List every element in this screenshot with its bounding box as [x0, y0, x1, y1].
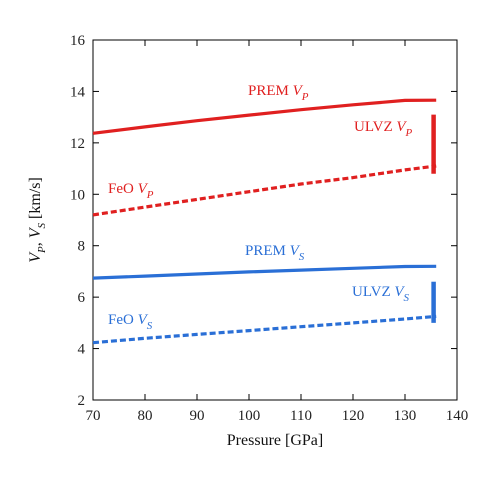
ticks-layer: 70 80 90 100 110 120 130 140 2 4 6 8 10 12 14 16 — [70, 33, 468, 424]
feo-vs-line — [92, 314, 437, 345]
x-tick-label: 120 — [342, 408, 365, 424]
y-axis-title: VP, VS [km/s] — [27, 177, 48, 263]
x-tick-label: 80 — [138, 408, 153, 424]
x-tick-label: 70 — [86, 408, 101, 424]
prem-vs-label: PREM VS — [245, 243, 305, 263]
y-tick-label: 8 — [78, 239, 86, 255]
y-tick-label: 4 — [78, 342, 86, 358]
y-tick-label: 12 — [70, 136, 85, 152]
x-tick-label: 100 — [238, 408, 261, 424]
series-layer — [92, 98, 437, 345]
annotations-layer: PREM VP FeO VP PREM VS FeO VS ULVZ VP ULVZ VS — [108, 83, 413, 332]
y-tick-label: 6 — [78, 290, 86, 306]
x-tick-label: 110 — [290, 408, 312, 424]
x-tick-label: 140 — [446, 408, 469, 424]
feo-vs-label: FeO VS — [108, 312, 153, 332]
x-tick-label: 130 — [394, 408, 417, 424]
ulvz-vp-label: ULVZ VP — [354, 119, 413, 139]
x-axis-title: Pressure [GPa] — [227, 432, 323, 449]
ulvz-vs-label: ULVZ VS — [352, 284, 410, 304]
y-tick-label: 14 — [70, 84, 86, 100]
prem-vp-line — [92, 98, 437, 135]
plot-frame — [92, 39, 458, 401]
x-tick-label: 90 — [190, 408, 205, 424]
prem-vp-label: PREM VP — [248, 83, 309, 103]
y-tick-label: 16 — [70, 33, 86, 49]
y-tick-label: 10 — [70, 187, 85, 203]
feo-vp-label: FeO VP — [108, 181, 154, 201]
y-tick-label: 2 — [78, 393, 86, 409]
prem-vs-line — [92, 264, 437, 280]
feo-vp-line — [92, 164, 437, 217]
